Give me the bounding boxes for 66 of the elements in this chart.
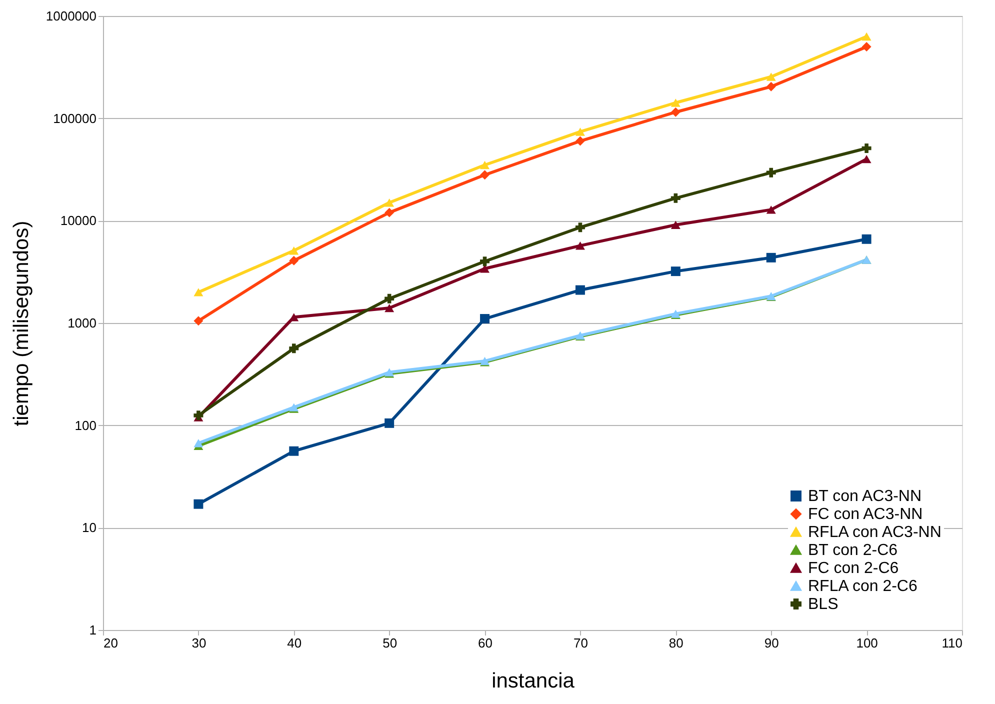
x-tick-label: 60	[478, 636, 493, 650]
y-tick-label: 100000	[53, 110, 96, 126]
legend-label: BLS	[808, 596, 838, 613]
point	[575, 222, 585, 232]
y-tick-label: 1000000	[46, 8, 96, 24]
point	[670, 266, 680, 276]
point	[289, 256, 299, 266]
point	[289, 446, 299, 456]
point	[480, 170, 490, 180]
legend-label: FC con AC3-NN	[808, 506, 923, 523]
point	[384, 304, 394, 312]
y-tick-label: 1	[89, 622, 96, 638]
x-tick-label: 100	[856, 636, 878, 650]
point	[384, 294, 394, 304]
point	[862, 42, 872, 52]
legend-label: FC con 2-C6	[808, 560, 899, 577]
point	[289, 313, 299, 322]
point	[384, 418, 394, 428]
x-tick-label: 50	[382, 636, 398, 650]
point	[766, 82, 776, 92]
point	[766, 206, 776, 214]
x-tick-label: 80	[668, 636, 684, 650]
point	[575, 242, 585, 250]
point	[575, 285, 585, 295]
point	[862, 154, 872, 164]
x-axis-title: instancia	[492, 670, 575, 692]
point	[480, 314, 490, 324]
point	[194, 410, 204, 420]
point	[575, 128, 585, 136]
x-tick-label: 90	[764, 636, 779, 650]
point	[670, 107, 680, 117]
point	[766, 252, 776, 262]
y-tick-label: 100	[74, 418, 96, 433]
x-tick-label: 40	[287, 636, 302, 650]
y-tick-label: 1000	[68, 316, 96, 330]
point	[194, 288, 204, 296]
legend-label: BT con 2-C6	[808, 542, 898, 559]
x-tick-label: 110	[942, 636, 962, 650]
point	[480, 264, 490, 273]
y-axis-title: tiempo (milisegundos)	[10, 220, 33, 426]
y-tick-label: 10000	[60, 213, 96, 228]
x-tick-label: 20	[104, 636, 118, 650]
point	[194, 439, 204, 448]
point	[194, 316, 204, 326]
point	[194, 499, 204, 509]
point	[289, 344, 299, 354]
point	[862, 144, 872, 153]
point	[670, 193, 680, 203]
point	[862, 234, 872, 244]
point	[575, 136, 585, 146]
point	[384, 208, 394, 218]
point	[862, 32, 872, 41]
point	[289, 246, 299, 255]
point	[480, 160, 490, 170]
legend-label: BT con AC3-NN	[808, 488, 922, 505]
point	[384, 198, 394, 207]
point	[766, 168, 776, 178]
legend-label: RFLA con 2-C6	[808, 578, 918, 595]
point	[670, 98, 680, 107]
x-tick-label: 30	[192, 636, 206, 650]
point	[480, 256, 490, 266]
point	[766, 72, 776, 81]
x-tick-label: 70	[573, 636, 588, 650]
legend-label: RFLA con AC3-NN	[808, 524, 942, 541]
y-tick-label: 10	[82, 520, 96, 536]
point	[670, 220, 680, 229]
